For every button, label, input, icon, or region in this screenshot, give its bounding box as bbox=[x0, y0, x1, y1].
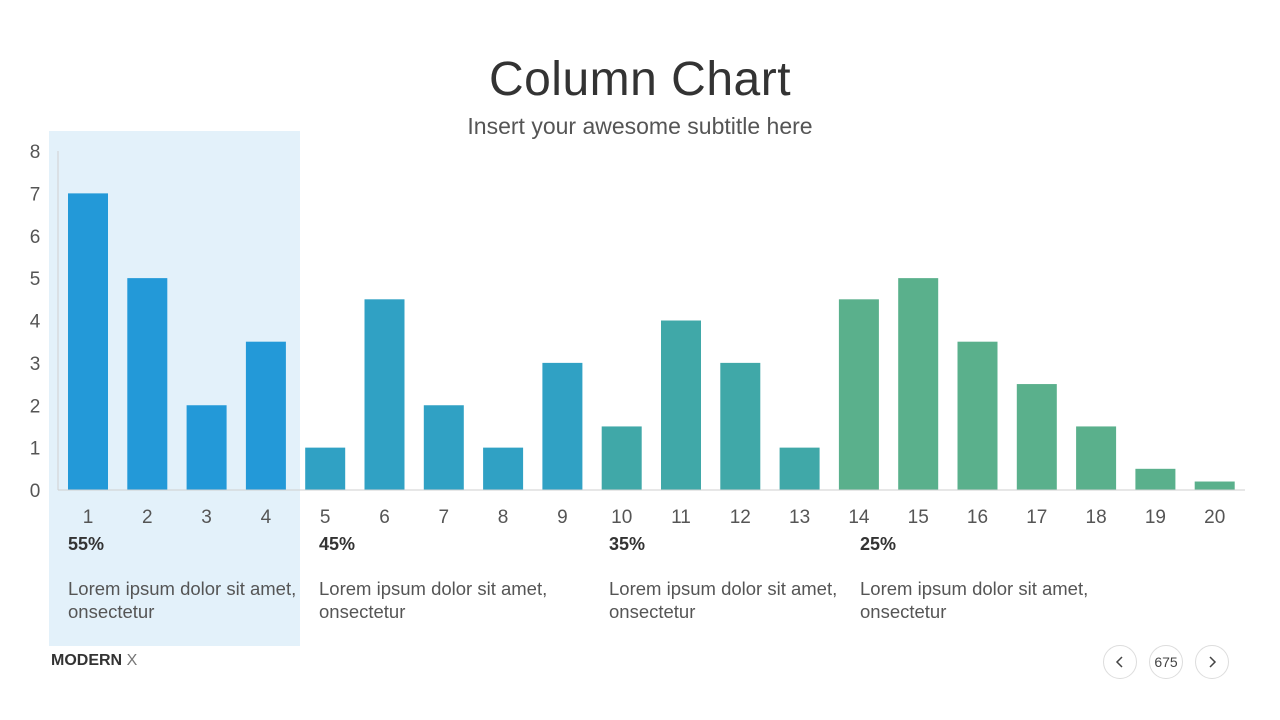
x-tick-label: 14 bbox=[848, 507, 870, 528]
bar bbox=[1076, 426, 1117, 490]
y-tick-label: 3 bbox=[30, 354, 41, 375]
y-tick-label: 4 bbox=[30, 312, 41, 333]
x-tick-label: 16 bbox=[967, 507, 988, 528]
bar bbox=[542, 362, 583, 490]
bar bbox=[483, 447, 524, 490]
x-tick-label: 17 bbox=[1026, 507, 1047, 528]
x-tick-label: 7 bbox=[439, 507, 450, 528]
x-tick-label: 1 bbox=[83, 507, 94, 528]
y-axis: 0 1 2 3 4 5 6 7 8 bbox=[30, 142, 59, 502]
y-tick-label: 7 bbox=[30, 184, 41, 205]
x-tick-label: 4 bbox=[261, 507, 272, 528]
x-tick-label: 12 bbox=[730, 507, 751, 528]
group-3: 35% Lorem ipsum dolor sit amet, onsectet… bbox=[609, 534, 839, 623]
bar bbox=[720, 362, 761, 490]
y-tick-label: 1 bbox=[30, 439, 41, 460]
group-2-percent: 45% bbox=[319, 534, 356, 554]
bar bbox=[1135, 468, 1176, 490]
x-tick-label: 6 bbox=[379, 507, 390, 528]
x-tick-label: 15 bbox=[908, 507, 929, 528]
x-tick-label: 19 bbox=[1145, 507, 1166, 528]
group-1-percent: 55% bbox=[68, 534, 105, 554]
chart-title: Column Chart bbox=[488, 53, 792, 106]
group-1-description: Lorem ipsum dolor sit amet, onsectetur bbox=[68, 578, 297, 622]
y-tick-label: 0 bbox=[30, 481, 41, 502]
bars bbox=[68, 193, 1235, 490]
chevron-left-icon bbox=[1115, 656, 1123, 668]
next-page-button[interactable] bbox=[1195, 645, 1229, 679]
y-tick-label: 6 bbox=[30, 227, 41, 248]
brand-bold: MODERN bbox=[51, 652, 123, 669]
bar bbox=[364, 299, 405, 490]
brand-logo: MODERN X bbox=[51, 652, 137, 670]
prev-page-button[interactable] bbox=[1103, 645, 1137, 679]
bar bbox=[423, 405, 464, 490]
group-4-percent: 25% bbox=[860, 534, 897, 554]
x-tick-label: 8 bbox=[498, 507, 509, 528]
group-2: 45% Lorem ipsum dolor sit amet, onsectet… bbox=[319, 534, 549, 623]
bar bbox=[661, 320, 701, 490]
brand-light: X bbox=[126, 652, 138, 669]
bar bbox=[601, 426, 642, 490]
chart-subtitle: Insert your awesome subtitle here bbox=[467, 113, 813, 139]
page-number: 675 bbox=[1149, 645, 1183, 679]
group-4: 25% Lorem ipsum dolor sit amet, onsectet… bbox=[860, 534, 1090, 623]
group-1: 55% Lorem ipsum dolor sit amet, onsectet… bbox=[68, 534, 298, 623]
bar bbox=[1194, 481, 1235, 490]
y-tick-label: 8 bbox=[30, 142, 41, 163]
bar bbox=[127, 278, 168, 490]
y-tick-label: 2 bbox=[30, 396, 41, 417]
bar bbox=[186, 405, 227, 490]
group-2-description: Lorem ipsum dolor sit amet, onsectetur bbox=[319, 578, 548, 622]
bar bbox=[305, 447, 346, 490]
x-axis: 1 2 3 4 5 6 7 8 9 10 11 12 13 14 15 16 17 18 19 20 bbox=[58, 489, 1245, 528]
bar bbox=[838, 299, 879, 490]
bar bbox=[898, 278, 939, 490]
x-tick-label: 13 bbox=[789, 507, 810, 528]
group-4-description: Lorem ipsum dolor sit amet, onsectetur bbox=[860, 578, 1089, 622]
x-tick-label: 20 bbox=[1204, 507, 1225, 528]
x-tick-label: 2 bbox=[142, 507, 153, 528]
x-tick-label: 11 bbox=[671, 507, 691, 528]
bar bbox=[957, 341, 998, 490]
bar bbox=[1016, 384, 1057, 490]
bar bbox=[245, 341, 286, 490]
x-tick-label: 10 bbox=[611, 507, 632, 528]
y-tick-label: 5 bbox=[30, 269, 41, 290]
group-3-percent: 35% bbox=[609, 534, 646, 554]
bar bbox=[68, 193, 108, 490]
group-3-description: Lorem ipsum dolor sit amet, onsectetur bbox=[609, 578, 838, 622]
chevron-right-icon bbox=[1209, 656, 1217, 668]
x-tick-label: 5 bbox=[320, 507, 331, 528]
x-tick-label: 9 bbox=[557, 507, 568, 528]
bar bbox=[779, 447, 820, 490]
x-tick-label: 18 bbox=[1086, 507, 1107, 528]
x-tick-label: 3 bbox=[201, 507, 212, 528]
